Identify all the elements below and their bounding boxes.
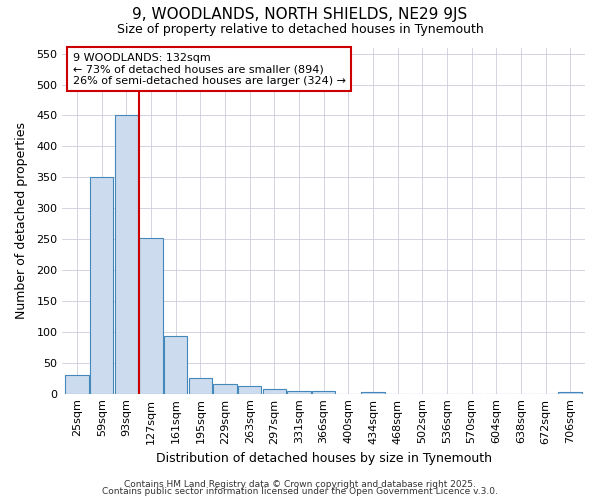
Text: 9 WOODLANDS: 132sqm
← 73% of detached houses are smaller (894)
26% of semi-detac: 9 WOODLANDS: 132sqm ← 73% of detached ho… (73, 52, 346, 86)
Bar (312, 391, 335, 394)
Bar (214, 384, 237, 394)
Bar (90, 178, 113, 394)
Y-axis label: Number of detached properties: Number of detached properties (15, 122, 28, 319)
Text: Size of property relative to detached houses in Tynemouth: Size of property relative to detached ho… (116, 22, 484, 36)
Bar (188, 378, 212, 394)
X-axis label: Distribution of detached houses by size in Tynemouth: Distribution of detached houses by size … (155, 452, 491, 465)
Text: 9, WOODLANDS, NORTH SHIELDS, NE29 9JS: 9, WOODLANDS, NORTH SHIELDS, NE29 9JS (133, 8, 467, 22)
Bar (361, 392, 385, 394)
Bar (115, 116, 138, 394)
Text: Contains HM Land Registry data © Crown copyright and database right 2025.: Contains HM Land Registry data © Crown c… (124, 480, 476, 489)
Bar (559, 392, 582, 394)
Bar (65, 375, 89, 394)
Bar (287, 391, 311, 394)
Bar (238, 386, 262, 394)
Bar (164, 336, 187, 394)
Bar (139, 238, 163, 394)
Bar (263, 388, 286, 394)
Text: Contains public sector information licensed under the Open Government Licence v.: Contains public sector information licen… (102, 487, 498, 496)
